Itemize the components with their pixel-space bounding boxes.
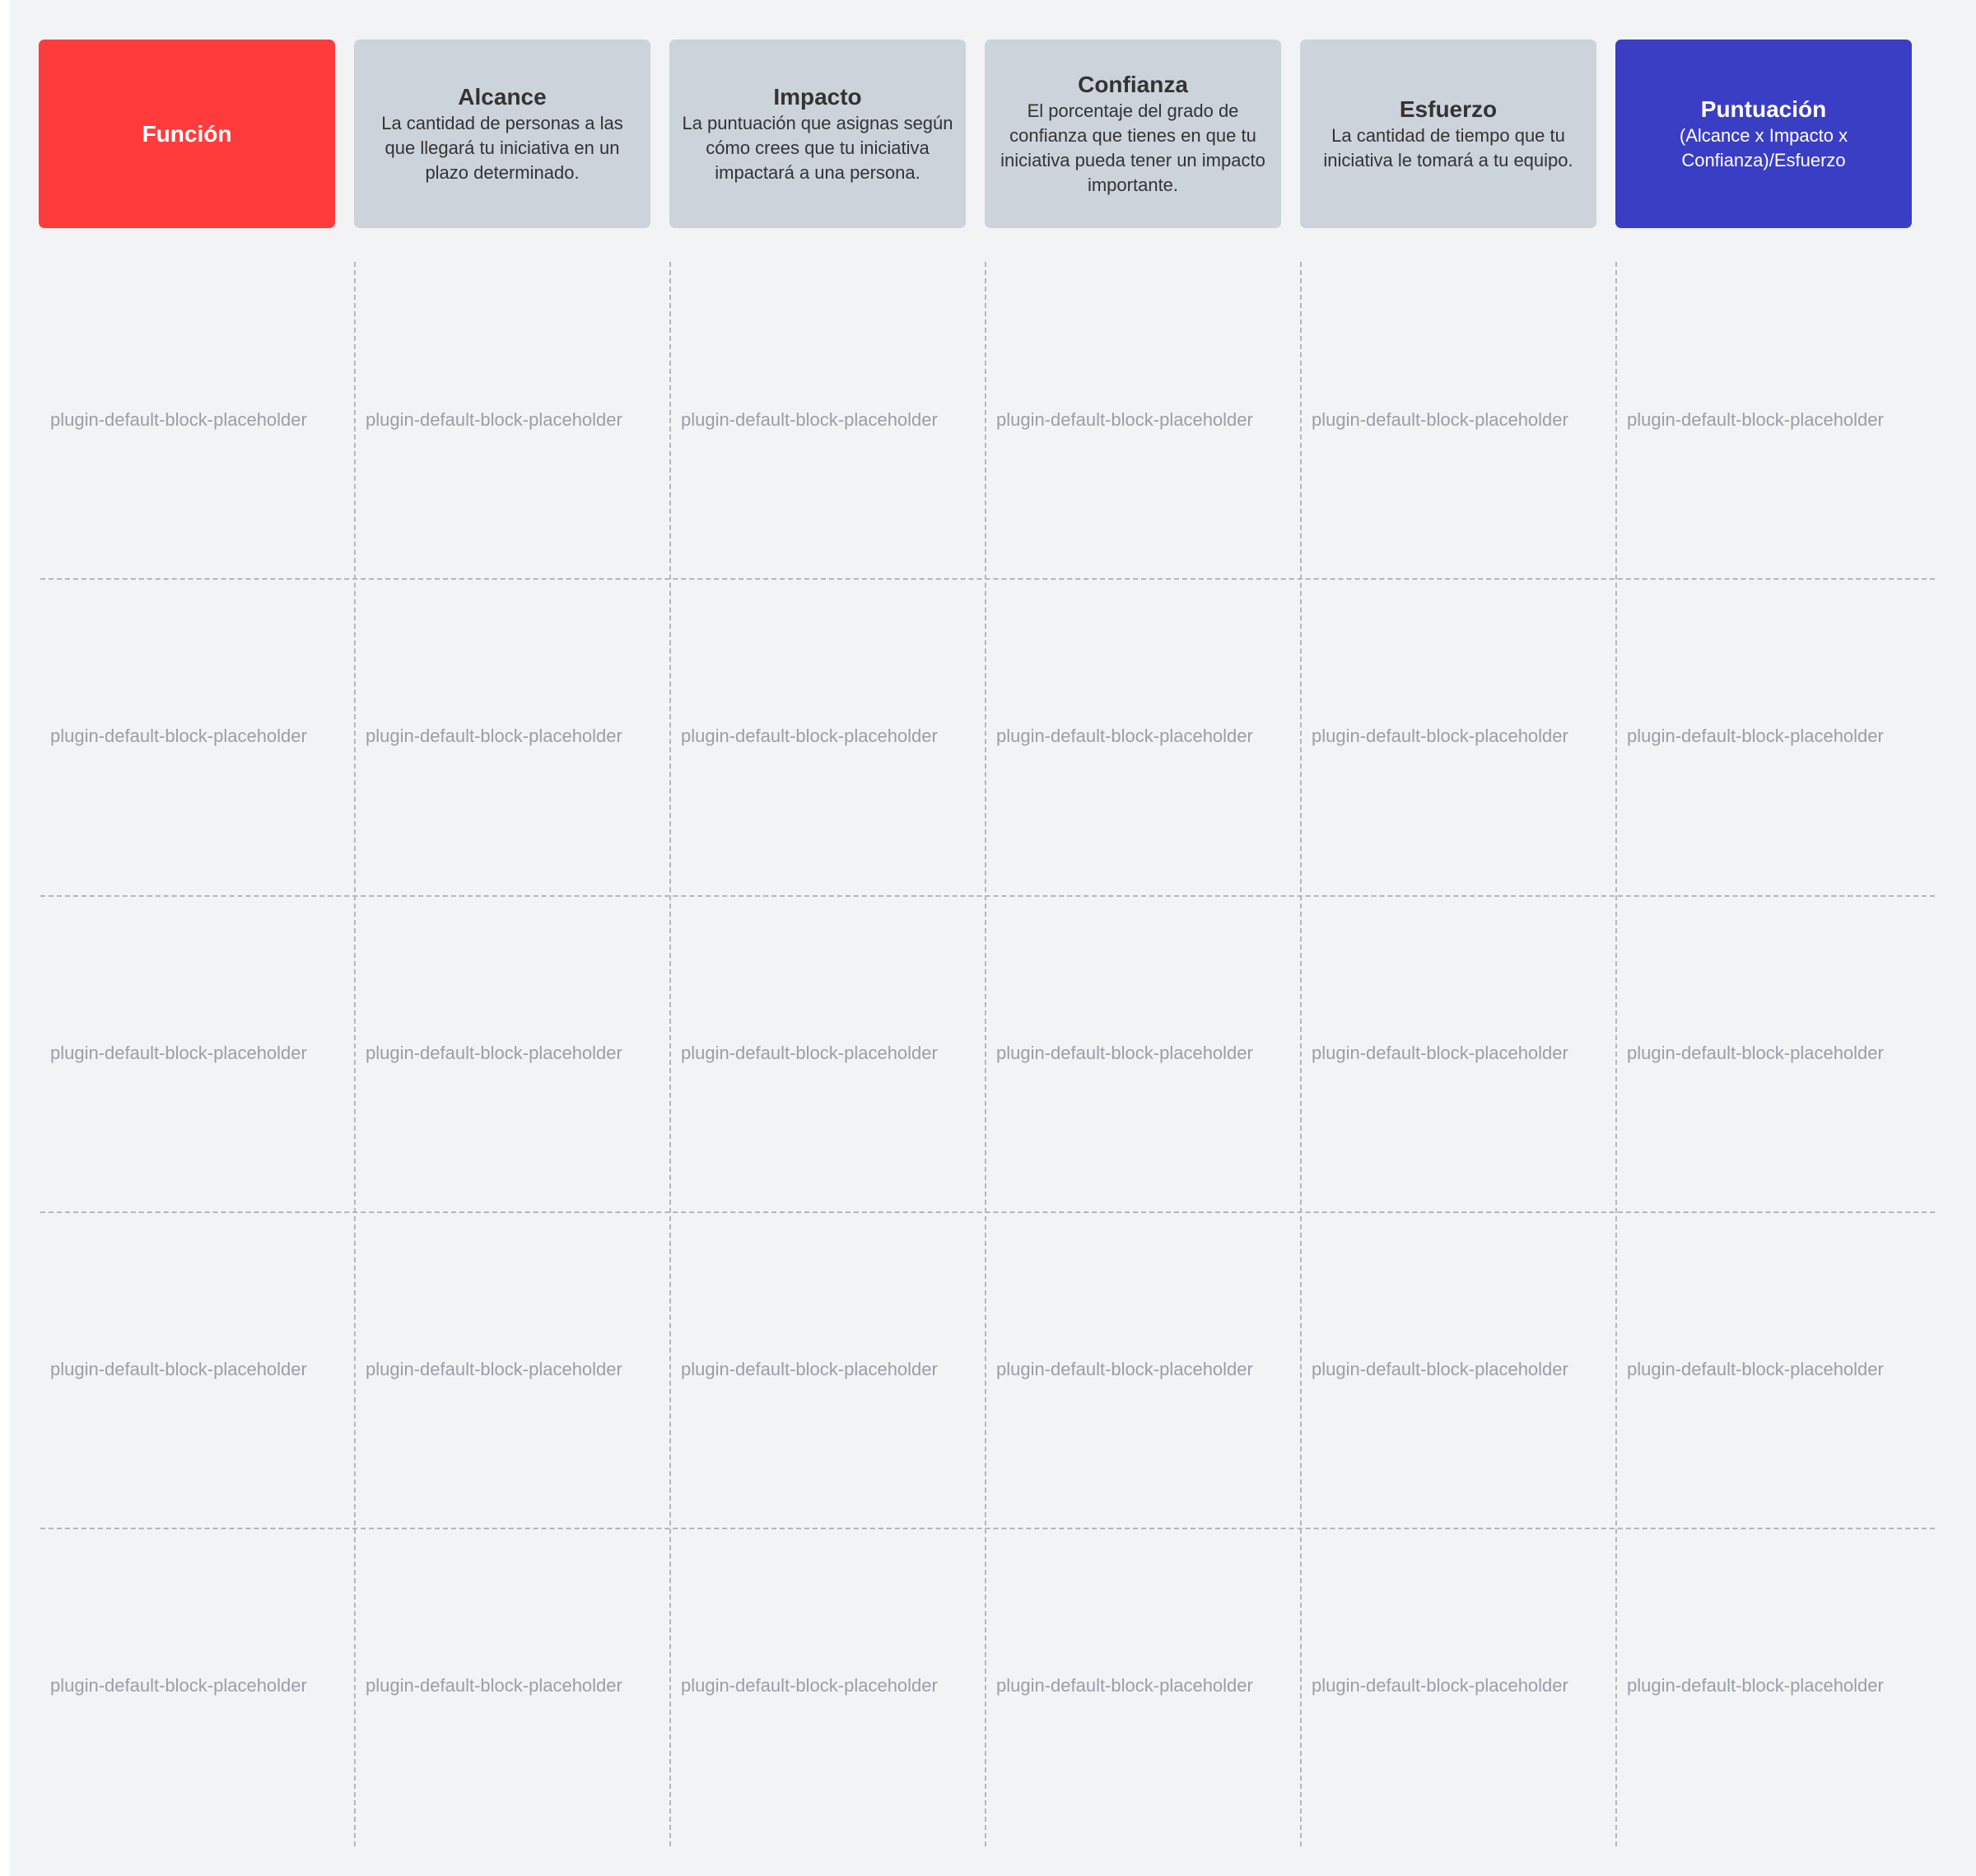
header-alcance[interactable]: Alcance La cantidad de personas a las qu… — [354, 40, 650, 228]
placeholder-block[interactable]: plugin-default-block-placeholder — [366, 726, 622, 746]
header-funcion[interactable]: Función — [39, 40, 335, 228]
placeholder-block[interactable]: plugin-default-block-placeholder — [366, 1359, 622, 1379]
placeholder-block[interactable]: plugin-default-block-placeholder — [366, 409, 622, 430]
placeholder-block[interactable]: plugin-default-block-placeholder — [50, 409, 307, 430]
header-title: Función — [142, 120, 232, 147]
header-description: La cantidad de tiempo que tu iniciativa … — [1323, 124, 1573, 170]
placeholder-block[interactable]: plugin-default-block-placeholder — [681, 409, 938, 430]
placeholder-block[interactable]: plugin-default-block-placeholder — [1312, 726, 1568, 746]
column-divider — [354, 262, 356, 1846]
row-divider — [40, 895, 1935, 897]
header-confianza[interactable]: Confianza El porcentaje del grado de con… — [985, 40, 1281, 228]
placeholder-block[interactable]: plugin-default-block-placeholder — [996, 409, 1253, 430]
header-title: Esfuerzo — [1399, 96, 1498, 122]
placeholder-block[interactable]: plugin-default-block-placeholder — [50, 1359, 307, 1379]
board-canvas: Función Alcance La cantidad de personas … — [10, 0, 1976, 1876]
placeholder-block[interactable]: plugin-default-block-placeholder — [1627, 1043, 1884, 1063]
placeholder-block[interactable]: plugin-default-block-placeholder — [996, 726, 1253, 746]
header-description: La puntuación que asignas según cómo cre… — [682, 112, 953, 183]
placeholder-block[interactable]: plugin-default-block-placeholder — [1627, 1675, 1884, 1696]
row-divider — [40, 1528, 1935, 1529]
placeholder-block[interactable]: plugin-default-block-placeholder — [1312, 1359, 1568, 1379]
placeholder-block[interactable]: plugin-default-block-placeholder — [50, 726, 307, 746]
placeholder-block[interactable]: plugin-default-block-placeholder — [681, 726, 938, 746]
header-description: El porcentaje del grado de confianza que… — [1000, 100, 1265, 195]
column-divider — [985, 262, 986, 1846]
header-puntuacion[interactable]: Puntuación (Alcance x Impacto x Confianz… — [1615, 40, 1912, 228]
header-description: (Alcance x Impacto x Confianza)/Esfuerzo — [1679, 124, 1848, 170]
placeholder-block[interactable]: plugin-default-block-placeholder — [996, 1043, 1253, 1063]
column-divider — [1300, 262, 1302, 1846]
header-esfuerzo[interactable]: Esfuerzo La cantidad de tiempo que tu in… — [1300, 40, 1596, 228]
row-divider — [40, 1211, 1935, 1213]
header-description: La cantidad de personas a las que llegar… — [381, 112, 623, 183]
placeholder-block[interactable]: plugin-default-block-placeholder — [681, 1043, 938, 1063]
header-impacto[interactable]: Impacto La puntuación que asignas según … — [669, 40, 966, 228]
placeholder-block[interactable]: plugin-default-block-placeholder — [681, 1675, 938, 1696]
header-title: Impacto — [773, 83, 862, 110]
placeholder-block[interactable]: plugin-default-block-placeholder — [1312, 1043, 1568, 1063]
header-title: Puntuación — [1700, 96, 1827, 122]
header-title: Confianza — [1078, 71, 1188, 97]
row-divider — [40, 578, 1935, 580]
placeholder-block[interactable]: plugin-default-block-placeholder — [366, 1043, 622, 1063]
placeholder-block[interactable]: plugin-default-block-placeholder — [1627, 726, 1884, 746]
placeholder-block[interactable]: plugin-default-block-placeholder — [50, 1043, 307, 1063]
placeholder-block[interactable]: plugin-default-block-placeholder — [1627, 1359, 1884, 1379]
column-divider — [1615, 262, 1617, 1846]
placeholder-block[interactable]: plugin-default-block-placeholder — [366, 1675, 622, 1696]
placeholder-block[interactable]: plugin-default-block-placeholder — [1312, 1675, 1568, 1696]
placeholder-block[interactable]: plugin-default-block-placeholder — [996, 1359, 1253, 1379]
placeholder-block[interactable]: plugin-default-block-placeholder — [996, 1675, 1253, 1696]
placeholder-block[interactable]: plugin-default-block-placeholder — [50, 1675, 307, 1696]
placeholder-block[interactable]: plugin-default-block-placeholder — [1312, 409, 1568, 430]
column-divider — [669, 262, 671, 1846]
header-title: Alcance — [458, 83, 547, 110]
placeholder-block[interactable]: plugin-default-block-placeholder — [1627, 409, 1884, 430]
placeholder-block[interactable]: plugin-default-block-placeholder — [681, 1359, 938, 1379]
